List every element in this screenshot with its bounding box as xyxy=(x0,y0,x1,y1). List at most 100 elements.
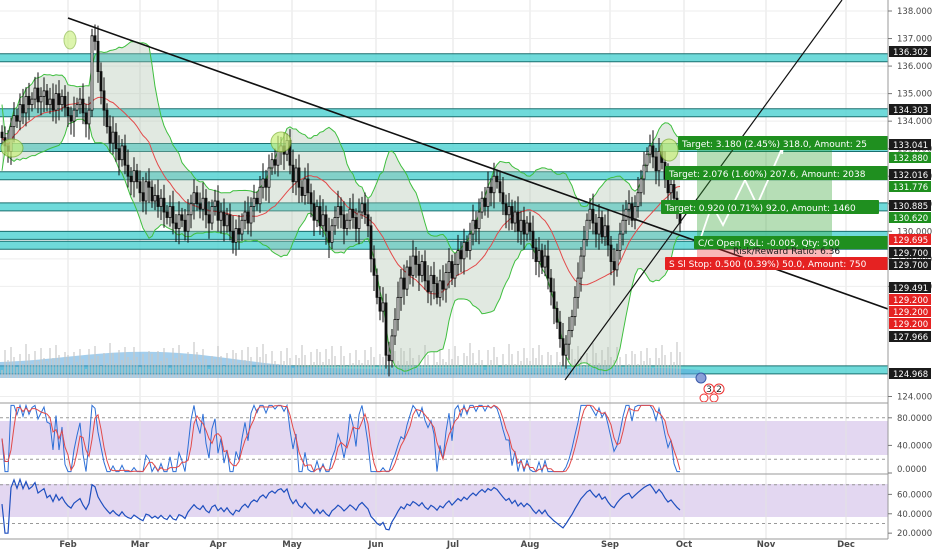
volume-bar xyxy=(382,357,384,378)
volume-bar xyxy=(265,354,267,378)
candle-body xyxy=(81,98,85,114)
event-marker xyxy=(699,393,709,402)
candle-body xyxy=(105,109,109,128)
trade-label-box xyxy=(694,236,888,249)
candle-body xyxy=(222,211,226,227)
candle-body xyxy=(651,145,655,158)
time-tick-label: Apr xyxy=(210,540,228,550)
volume-bar xyxy=(22,364,24,378)
candle-body xyxy=(147,181,151,188)
candle-body xyxy=(399,277,403,298)
trade-label-text: S Sl Stop: 0.500 (0.39%) 50.0, Amount: 7… xyxy=(669,260,867,270)
candle-body xyxy=(654,156,658,172)
volume-bar xyxy=(394,351,396,378)
stochastic-pane xyxy=(0,404,888,473)
volume-bar xyxy=(199,362,201,378)
candle-body xyxy=(273,159,277,166)
volume-bar xyxy=(625,354,627,378)
candle-body xyxy=(312,203,316,221)
candle-body xyxy=(432,274,436,285)
volume-bar xyxy=(286,348,288,378)
trade-overlay[interactable]: Target: 3.180 (2.45%) 318.0, Amount: 25 T… xyxy=(661,136,888,402)
volume-bar xyxy=(58,355,60,378)
candle-body xyxy=(333,217,337,227)
candle-body xyxy=(297,167,301,188)
volume-bar xyxy=(295,355,297,378)
volume-bar xyxy=(469,343,471,378)
price-tag-label: 132.016 xyxy=(893,171,928,181)
price-tag xyxy=(889,181,931,192)
candle-body xyxy=(354,217,358,229)
volume-bar xyxy=(628,364,630,378)
price-tag xyxy=(889,294,931,305)
candle-body xyxy=(198,203,202,210)
event-marker xyxy=(713,383,725,395)
volume-bar xyxy=(415,368,417,378)
candle-body xyxy=(249,206,253,224)
trade-label-box xyxy=(678,136,888,150)
ascending-trendline[interactable] xyxy=(564,0,843,381)
price-tick-label: 136.000 xyxy=(897,62,932,72)
candle-body xyxy=(87,109,91,125)
stoch-tick-label: 80.0000 xyxy=(897,414,932,424)
volume-bar xyxy=(190,362,192,378)
volume-bar xyxy=(43,358,45,378)
volume-bar xyxy=(283,361,285,378)
volume-bar xyxy=(247,347,249,378)
time-tick-label: Feb xyxy=(59,540,76,550)
price-tick-label: 138.000 xyxy=(897,7,932,17)
support-resistance-zone xyxy=(0,53,888,62)
lower-band-line xyxy=(1,118,681,372)
candle-body xyxy=(573,296,577,318)
price-tag-label: 124.968 xyxy=(893,370,928,380)
candle-body xyxy=(438,280,442,298)
candle-body xyxy=(564,343,568,356)
candle-body xyxy=(267,167,271,188)
candle-body xyxy=(90,35,94,111)
time-tick-label: Aug xyxy=(521,540,540,550)
candle-body xyxy=(186,214,190,232)
candle-body xyxy=(183,219,187,232)
volume-bar xyxy=(331,346,333,378)
price-tag xyxy=(889,200,931,211)
price-tick-label: 135.000 xyxy=(897,90,932,100)
time-axis[interactable]: Feb Mar Apr May Jun Jul Aug Sep Oct Nov Dec xyxy=(59,540,855,550)
volume-bar xyxy=(10,347,12,378)
candle-body xyxy=(144,181,148,202)
candle-body xyxy=(612,261,616,271)
volume-bar xyxy=(118,350,120,378)
volume-bar xyxy=(445,362,447,378)
candle-body xyxy=(303,178,307,196)
rsi-pane xyxy=(0,477,888,534)
price-tag-label: 129.200 xyxy=(893,320,928,330)
volume-bar xyxy=(595,353,597,378)
volume-bar xyxy=(73,352,75,378)
volume-bar xyxy=(25,344,27,378)
candle-body xyxy=(633,206,637,221)
price-tag-label: 129.491 xyxy=(893,284,928,294)
volume-bar xyxy=(34,351,36,378)
volume-bar xyxy=(175,358,177,378)
candle-body xyxy=(627,203,631,210)
volume-bar xyxy=(637,364,639,378)
volume-bar xyxy=(262,344,264,378)
volume-bar xyxy=(217,346,219,378)
time-tick-label: Nov xyxy=(757,540,776,550)
candle-body xyxy=(159,197,163,207)
candle-body xyxy=(117,148,121,161)
volume-bar xyxy=(232,350,234,378)
candle-body xyxy=(162,197,166,213)
volume-bar xyxy=(424,345,426,378)
volume-area xyxy=(0,351,700,378)
candle-body xyxy=(210,206,214,224)
volume-bar xyxy=(229,363,231,378)
volume-bar xyxy=(115,363,117,378)
volume-bar xyxy=(64,352,66,378)
volume-bar xyxy=(418,355,420,378)
candle-body xyxy=(201,197,205,210)
candle-body xyxy=(252,197,256,207)
price-tag-label: 133.041 xyxy=(893,141,928,151)
candle-body xyxy=(348,208,352,221)
